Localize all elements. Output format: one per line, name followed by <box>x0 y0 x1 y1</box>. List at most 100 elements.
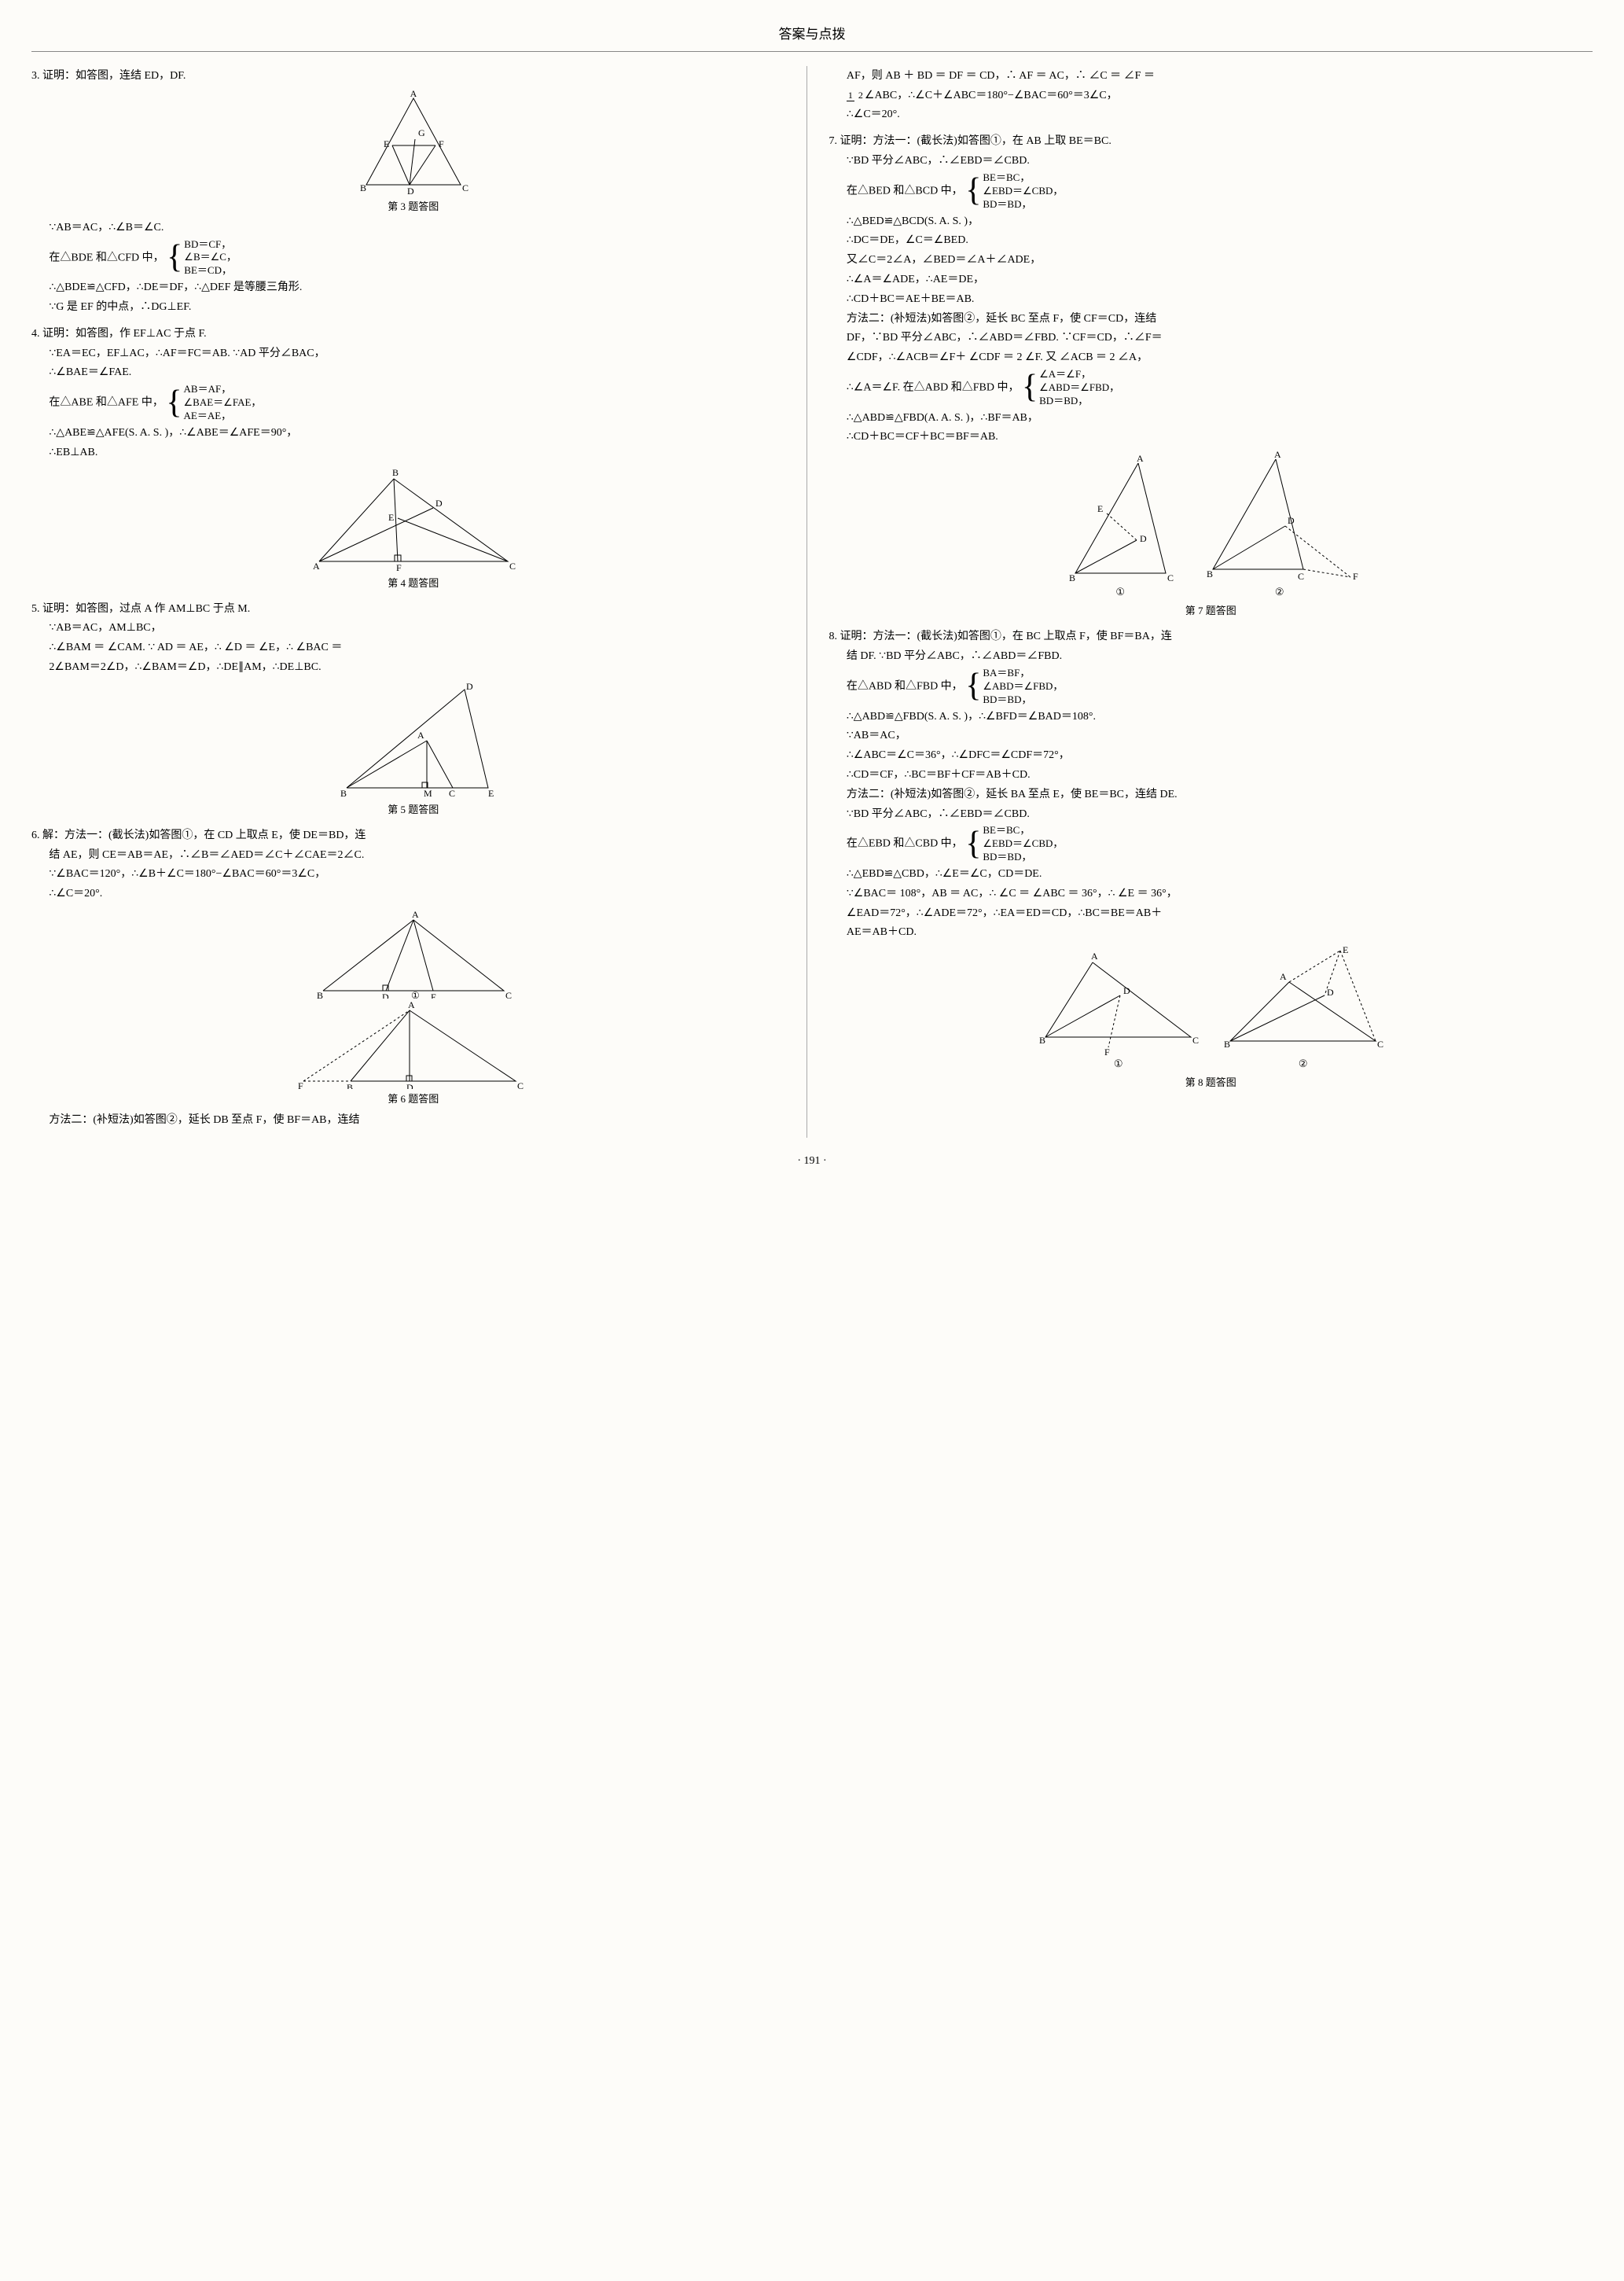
svg-text:D: D <box>466 682 473 692</box>
svg-text:C: C <box>505 990 512 999</box>
svg-text:A: A <box>1274 451 1281 460</box>
p8-cases1: { BA＝BF， ∠ABD＝∠FBD， BD＝BD， <box>965 667 1063 707</box>
p3-c3: BE＝CD， <box>184 264 237 278</box>
p4-cases: { AB＝AF， ∠BAE＝∠FAE， AE＝AE， <box>166 383 261 423</box>
figure-5: B C E M A D 第 5 题答图 <box>31 682 795 819</box>
svg-text:A: A <box>1091 951 1098 962</box>
svg-text:A: A <box>1280 971 1287 982</box>
p3-l2: 在△BDE 和△CFD 中， { BD＝CF， ∠B＝∠C， BE＝CD， <box>31 238 795 278</box>
fraction-half: 1 2 <box>847 90 865 100</box>
p7-c1: BE＝BC， <box>983 171 1063 185</box>
p8-l6: ∴CD＝CF，∴BC＝BF＋CF＝AB＋CD. <box>829 766 1593 785</box>
fig3-caption: 第 3 题答图 <box>31 198 795 215</box>
p7-m2-5: ∴△ABD≌△FBD(A. A. S. )，∴BF＝AB， <box>829 409 1593 428</box>
brace-icon: { <box>166 388 183 418</box>
svg-text:C: C <box>1192 1035 1199 1046</box>
p8-l2-pre: 在△ABD 和△FBD 中， <box>847 681 963 693</box>
svg-text:E: E <box>388 512 394 523</box>
figure-8: A B C D F ① A <box>829 947 1593 1091</box>
p8-cc1: BE＝BC， <box>983 824 1063 837</box>
p8-sub2: ② <box>1218 1055 1387 1072</box>
p5-l2: ∴∠BAM ＝ ∠CAM. ∵ AD ＝ AE，∴ ∠D ＝ ∠E，∴ ∠BAC… <box>31 638 795 657</box>
fig6a-svg: A B C D E ① <box>303 908 524 999</box>
p7-head: 7. 证明：方法一：(截长法)如答图①，在 AB 上取 BE＝BC. <box>829 132 1593 151</box>
p8-m2-3-pre: 在△EBD 和△CBD 中， <box>847 838 963 850</box>
p4-c1: AB＝AF， <box>184 383 262 396</box>
p3-head: 3. 证明：如答图，连结 ED，DF. <box>31 67 795 86</box>
p6-l1: 结 AE，则 CE＝AB＝AE，∴∠B＝∠AED＝∠C＋∠CAE＝2∠C. <box>31 846 795 865</box>
p4-l3-pre: 在△ABE 和△AFE 中， <box>49 397 163 409</box>
p7-l7: ∴CD＋BC＝AE＋BE＝AB. <box>829 290 1593 309</box>
p8-sub1: ① <box>1034 1055 1203 1072</box>
p6r-l2m: ∠ABC <box>865 90 897 101</box>
p4-l5: ∴EB⊥AB. <box>31 443 795 462</box>
problem-8: 8. 证明：方法一：(截长法)如答图①，在 BC 上取点 F，使 BF＝BA，连… <box>829 627 1593 1091</box>
p4-head: 4. 证明：如答图，作 EF⊥AC 于点 F. <box>31 325 795 344</box>
p8-m2-7: AE＝AB＋CD. <box>829 923 1593 942</box>
p3-l4: ∵G 是 EF 的中点，∴DG⊥EF. <box>31 298 795 317</box>
p7-cc3: BD＝BD， <box>1039 395 1119 408</box>
p7-m2-1: 方法二：(补短法)如答图②，延长 BC 至点 F，使 CF＝CD，连结 <box>829 310 1593 329</box>
brace-icon: { <box>167 243 184 273</box>
svg-text:D: D <box>1288 515 1295 526</box>
page-header: 答案与点拨 <box>31 24 1593 52</box>
right-column: AF，则 AB ＋ BD ＝ DF ＝ CD，∴ AF ＝ AC，∴ ∠C ＝ … <box>829 66 1593 1138</box>
svg-text:B: B <box>1039 1035 1045 1046</box>
p6r-l1: AF，则 AB ＋ BD ＝ DF ＝ CD，∴ AF ＝ AC，∴ ∠C ＝ … <box>829 67 1593 86</box>
p7-l1: ∵BD 平分∠ABC，∴∠EBD＝∠CBD. <box>829 152 1593 171</box>
p8-l2: 在△ABD 和△FBD 中， { BA＝BF， ∠ABD＝∠FBD， BD＝BD… <box>829 667 1593 707</box>
svg-text:M: M <box>424 788 432 799</box>
p6-l3: ∴∠C＝20°. <box>31 885 795 903</box>
fig4-svg: A B C D E F <box>303 467 524 573</box>
svg-text:B: B <box>317 990 323 999</box>
svg-text:C: C <box>517 1080 524 1089</box>
svg-text:E: E <box>431 991 436 999</box>
svg-text:E: E <box>1097 503 1103 514</box>
problem-3: 3. 证明：如答图，连结 ED，DF. A B C D E F G 第 3 题答… <box>31 67 795 317</box>
p6r-l3: ∴∠C＝20°. <box>829 105 1593 124</box>
svg-text:B: B <box>1207 568 1213 579</box>
fig4-caption: 第 4 题答图 <box>31 575 795 592</box>
svg-text:E: E <box>1343 947 1348 955</box>
p7-m2-3: ∠CDF，∴∠ACB＝∠F＋ ∠CDF ＝ 2 ∠F. 又 ∠ACB ＝ 2 ∠… <box>829 348 1593 367</box>
fig3-svg: A B C D E F G <box>351 90 476 197</box>
fig5-caption: 第 5 题答图 <box>31 801 795 819</box>
svg-text:C: C <box>1298 571 1304 582</box>
svg-text:F: F <box>396 562 402 573</box>
svg-text:D: D <box>406 1082 413 1089</box>
problem-7: 7. 证明：方法一：(截长法)如答图①，在 AB 上取 BE＝BC. ∵BD 平… <box>829 132 1593 620</box>
p7-m2-6: ∴CD＋BC＝CF＋BC＝BF＝AB. <box>829 428 1593 447</box>
svg-text:B: B <box>1069 572 1075 583</box>
svg-text:C: C <box>1167 572 1174 583</box>
svg-text:A: A <box>313 561 320 572</box>
p7-sub2: ② <box>1197 583 1362 601</box>
p3-c2: ∠B＝∠C， <box>184 251 237 264</box>
p7-cases2: { ∠A＝∠F， ∠ABD＝∠FBD， BD＝BD， <box>1022 368 1119 408</box>
p8-l3: ∴△ABD≌△FBD(S. A. S. )，∴∠BFD＝∠BAD＝108°. <box>829 708 1593 727</box>
p8-c1: BA＝BF， <box>983 667 1063 680</box>
p7-m2-4: ∴∠A＝∠F. 在△ABD 和△FBD 中， { ∠A＝∠F， ∠ABD＝∠FB… <box>829 368 1593 408</box>
fig7a-svg: A B C D E <box>1060 455 1181 585</box>
fig5-svg: B C E M A D <box>323 682 504 800</box>
svg-text:A: A <box>408 999 415 1010</box>
p8-c3: BD＝BD， <box>983 693 1063 707</box>
p3-l2-pre: 在△BDE 和△CFD 中， <box>49 252 164 263</box>
p7-l6: ∴∠A＝∠ADE，∴AE＝DE， <box>829 270 1593 289</box>
figure-7: A B C D E ① A B <box>829 451 1593 620</box>
svg-text:F: F <box>439 138 444 149</box>
p8-m2-3: 在△EBD 和△CBD 中， { BE＝BC， ∠EBD＝∠CBD， BD＝BD… <box>829 824 1593 864</box>
p4-l4: ∴△ABE≌△AFE(S. A. S. )，∴∠ABE＝∠AFE＝90°， <box>31 424 795 443</box>
svg-text:A: A <box>410 90 417 99</box>
left-column: 3. 证明：如答图，连结 ED，DF. A B C D E F G 第 3 题答… <box>31 66 807 1138</box>
p3-c1: BD＝CF， <box>184 238 237 252</box>
p4-l2: ∴∠BAE＝∠FAE. <box>31 363 795 382</box>
problem-6-cont: AF，则 AB ＋ BD ＝ DF ＝ CD，∴ AF ＝ AC，∴ ∠C ＝ … <box>829 67 1593 124</box>
svg-text:①: ① <box>411 990 420 999</box>
fig6-caption: 第 6 题答图 <box>31 1091 795 1108</box>
svg-text:F: F <box>298 1080 303 1089</box>
fig8-caption: 第 8 题答图 <box>829 1074 1593 1091</box>
p6r-l2: 1 2 ∠ABC，∴∠C＋∠ABC＝180°−∠BAC＝60°＝3∠C， <box>829 86 1593 105</box>
p7-m2-4-pre: ∴∠A＝∠F. 在△ABD 和△FBD 中， <box>847 381 1020 393</box>
p8-m2-1: 方法二：(补短法)如答图②，延长 BA 至点 E，使 BE＝BC，连结 DE. <box>829 785 1593 804</box>
p7-cc1: ∠A＝∠F， <box>1039 368 1119 381</box>
